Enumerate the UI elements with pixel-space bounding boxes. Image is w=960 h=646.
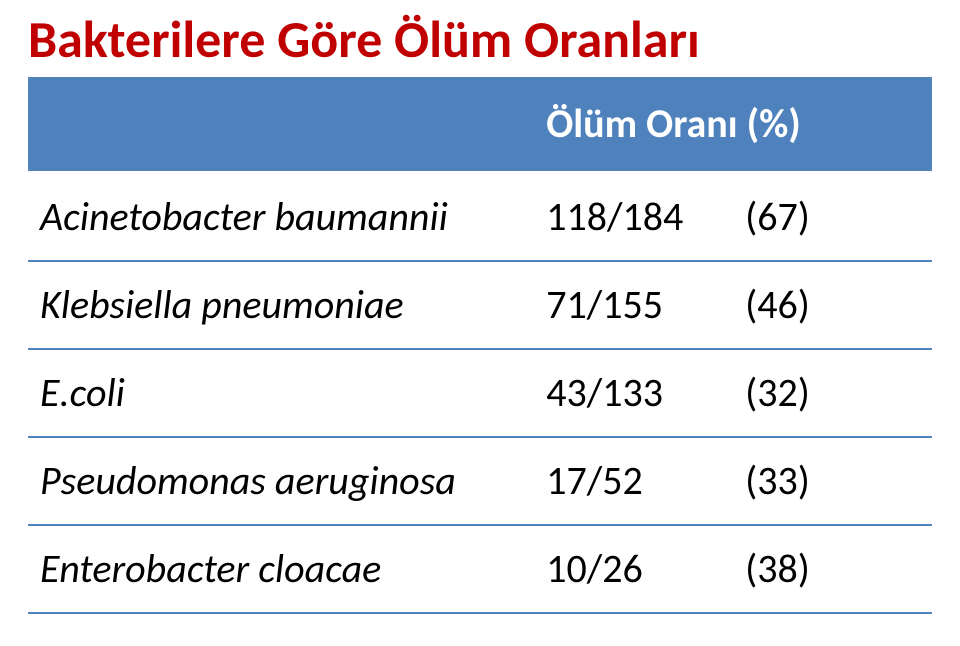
fraction: 10/26 <box>534 525 733 613</box>
mortality-table: Ölüm Oranı (%) Acinetobacter baumannii 1… <box>28 77 932 614</box>
percent: (38) <box>733 525 932 613</box>
table-row: Acinetobacter baumannii 118/184 (67) <box>28 173 932 261</box>
page-title: Bakterilere Göre Ölüm Oranları <box>28 12 932 67</box>
table-header-row: Ölüm Oranı (%) <box>28 77 932 173</box>
bacteria-name: Pseudomonas aeruginosa <box>28 437 534 525</box>
percent: (67) <box>733 173 932 261</box>
table-row: Klebsiella pneumoniae 71/155 (46) <box>28 261 932 349</box>
slide: Bakterilere Göre Ölüm Oranları Ölüm Oran… <box>0 0 960 646</box>
percent: (46) <box>733 261 932 349</box>
header-bacteria <box>28 77 534 173</box>
bacteria-name: Klebsiella pneumoniae <box>28 261 534 349</box>
header-rate: Ölüm Oranı (%) <box>534 77 932 173</box>
bacteria-name: Acinetobacter baumannii <box>28 173 534 261</box>
fraction: 118/184 <box>534 173 733 261</box>
table-row: Pseudomonas aeruginosa 17/52 (33) <box>28 437 932 525</box>
bacteria-name: E.coli <box>28 349 534 437</box>
fraction: 17/52 <box>534 437 733 525</box>
bacteria-name: Enterobacter cloacae <box>28 525 534 613</box>
percent: (32) <box>733 349 932 437</box>
fraction: 43/133 <box>534 349 733 437</box>
fraction: 71/155 <box>534 261 733 349</box>
table-row: E.coli 43/133 (32) <box>28 349 932 437</box>
percent: (33) <box>733 437 932 525</box>
table-body: Acinetobacter baumannii 118/184 (67) Kle… <box>28 173 932 613</box>
table-row: Enterobacter cloacae 10/26 (38) <box>28 525 932 613</box>
